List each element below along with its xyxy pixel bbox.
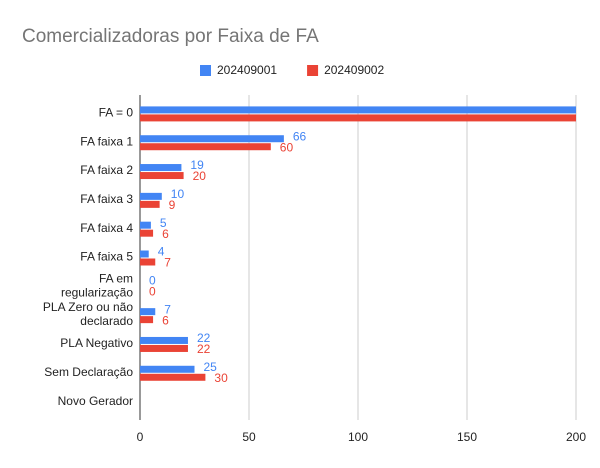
bar — [140, 143, 271, 151]
bar — [140, 221, 151, 229]
y-tick-label: FA faixa 3 — [80, 192, 133, 206]
y-tick-label: Novo Gerador — [58, 394, 133, 408]
y-tick-label: FA = 0 — [99, 106, 134, 120]
bar — [140, 258, 156, 266]
data-label: 22 — [197, 331, 211, 345]
y-tick-label: FA faixa 1 — [80, 134, 133, 148]
bar — [140, 308, 156, 316]
legend-swatch — [200, 65, 211, 76]
bar — [140, 114, 576, 122]
chart-title: Comercializadoras por Faixa de FA — [22, 26, 319, 47]
bar — [140, 229, 154, 237]
data-label: 4 — [158, 245, 165, 259]
bar — [140, 192, 162, 200]
bar — [140, 365, 195, 373]
bars — [140, 106, 576, 381]
data-label: 5 — [160, 216, 167, 230]
x-tick-label: 50 — [242, 430, 256, 444]
x-tick-label: 0 — [137, 430, 144, 444]
legend-label: 202409001 — [217, 63, 277, 77]
bar — [140, 336, 188, 344]
x-tick-label: 100 — [348, 430, 368, 444]
data-label: 0 — [149, 284, 156, 298]
data-label: 66 — [293, 129, 307, 143]
data-label: 22 — [197, 342, 211, 356]
bar — [140, 344, 188, 352]
data-label: 0 — [149, 273, 156, 287]
bar — [140, 373, 206, 381]
y-tick-label: FA faixa 5 — [80, 250, 133, 264]
data-label: 60 — [280, 140, 294, 154]
bar — [140, 316, 154, 324]
data-label: 10 — [171, 187, 185, 201]
bar — [140, 106, 576, 114]
y-tick-label: FA faixa 2 — [80, 163, 133, 177]
y-tick-label: FA em regularização — [61, 271, 133, 299]
y-tick-label: FA faixa 4 — [80, 221, 133, 235]
x-tick-label: 200 — [566, 430, 586, 444]
legend-label: 202409002 — [324, 63, 384, 77]
data-label: 25 — [204, 360, 218, 374]
data-label: 7 — [164, 302, 171, 316]
data-label: 6 — [162, 227, 169, 241]
data-label: 6 — [162, 313, 169, 327]
data-label: 7 — [164, 256, 171, 270]
bar — [140, 135, 284, 143]
bar — [140, 172, 184, 180]
bar — [140, 200, 160, 208]
bar — [140, 164, 182, 172]
legend-swatch — [307, 65, 319, 76]
x-tick-label: 150 — [457, 430, 477, 444]
data-label: 30 — [214, 371, 228, 385]
y-tick-label: PLA Zero ou não declarado — [43, 300, 133, 328]
data-label: 19 — [190, 158, 204, 172]
bar — [140, 250, 149, 258]
data-label: 20 — [193, 169, 207, 183]
y-tick-label: PLA Negativo — [60, 336, 133, 350]
y-tick-label: Sem Declaração — [44, 365, 133, 379]
data-label: 9 — [169, 198, 176, 212]
